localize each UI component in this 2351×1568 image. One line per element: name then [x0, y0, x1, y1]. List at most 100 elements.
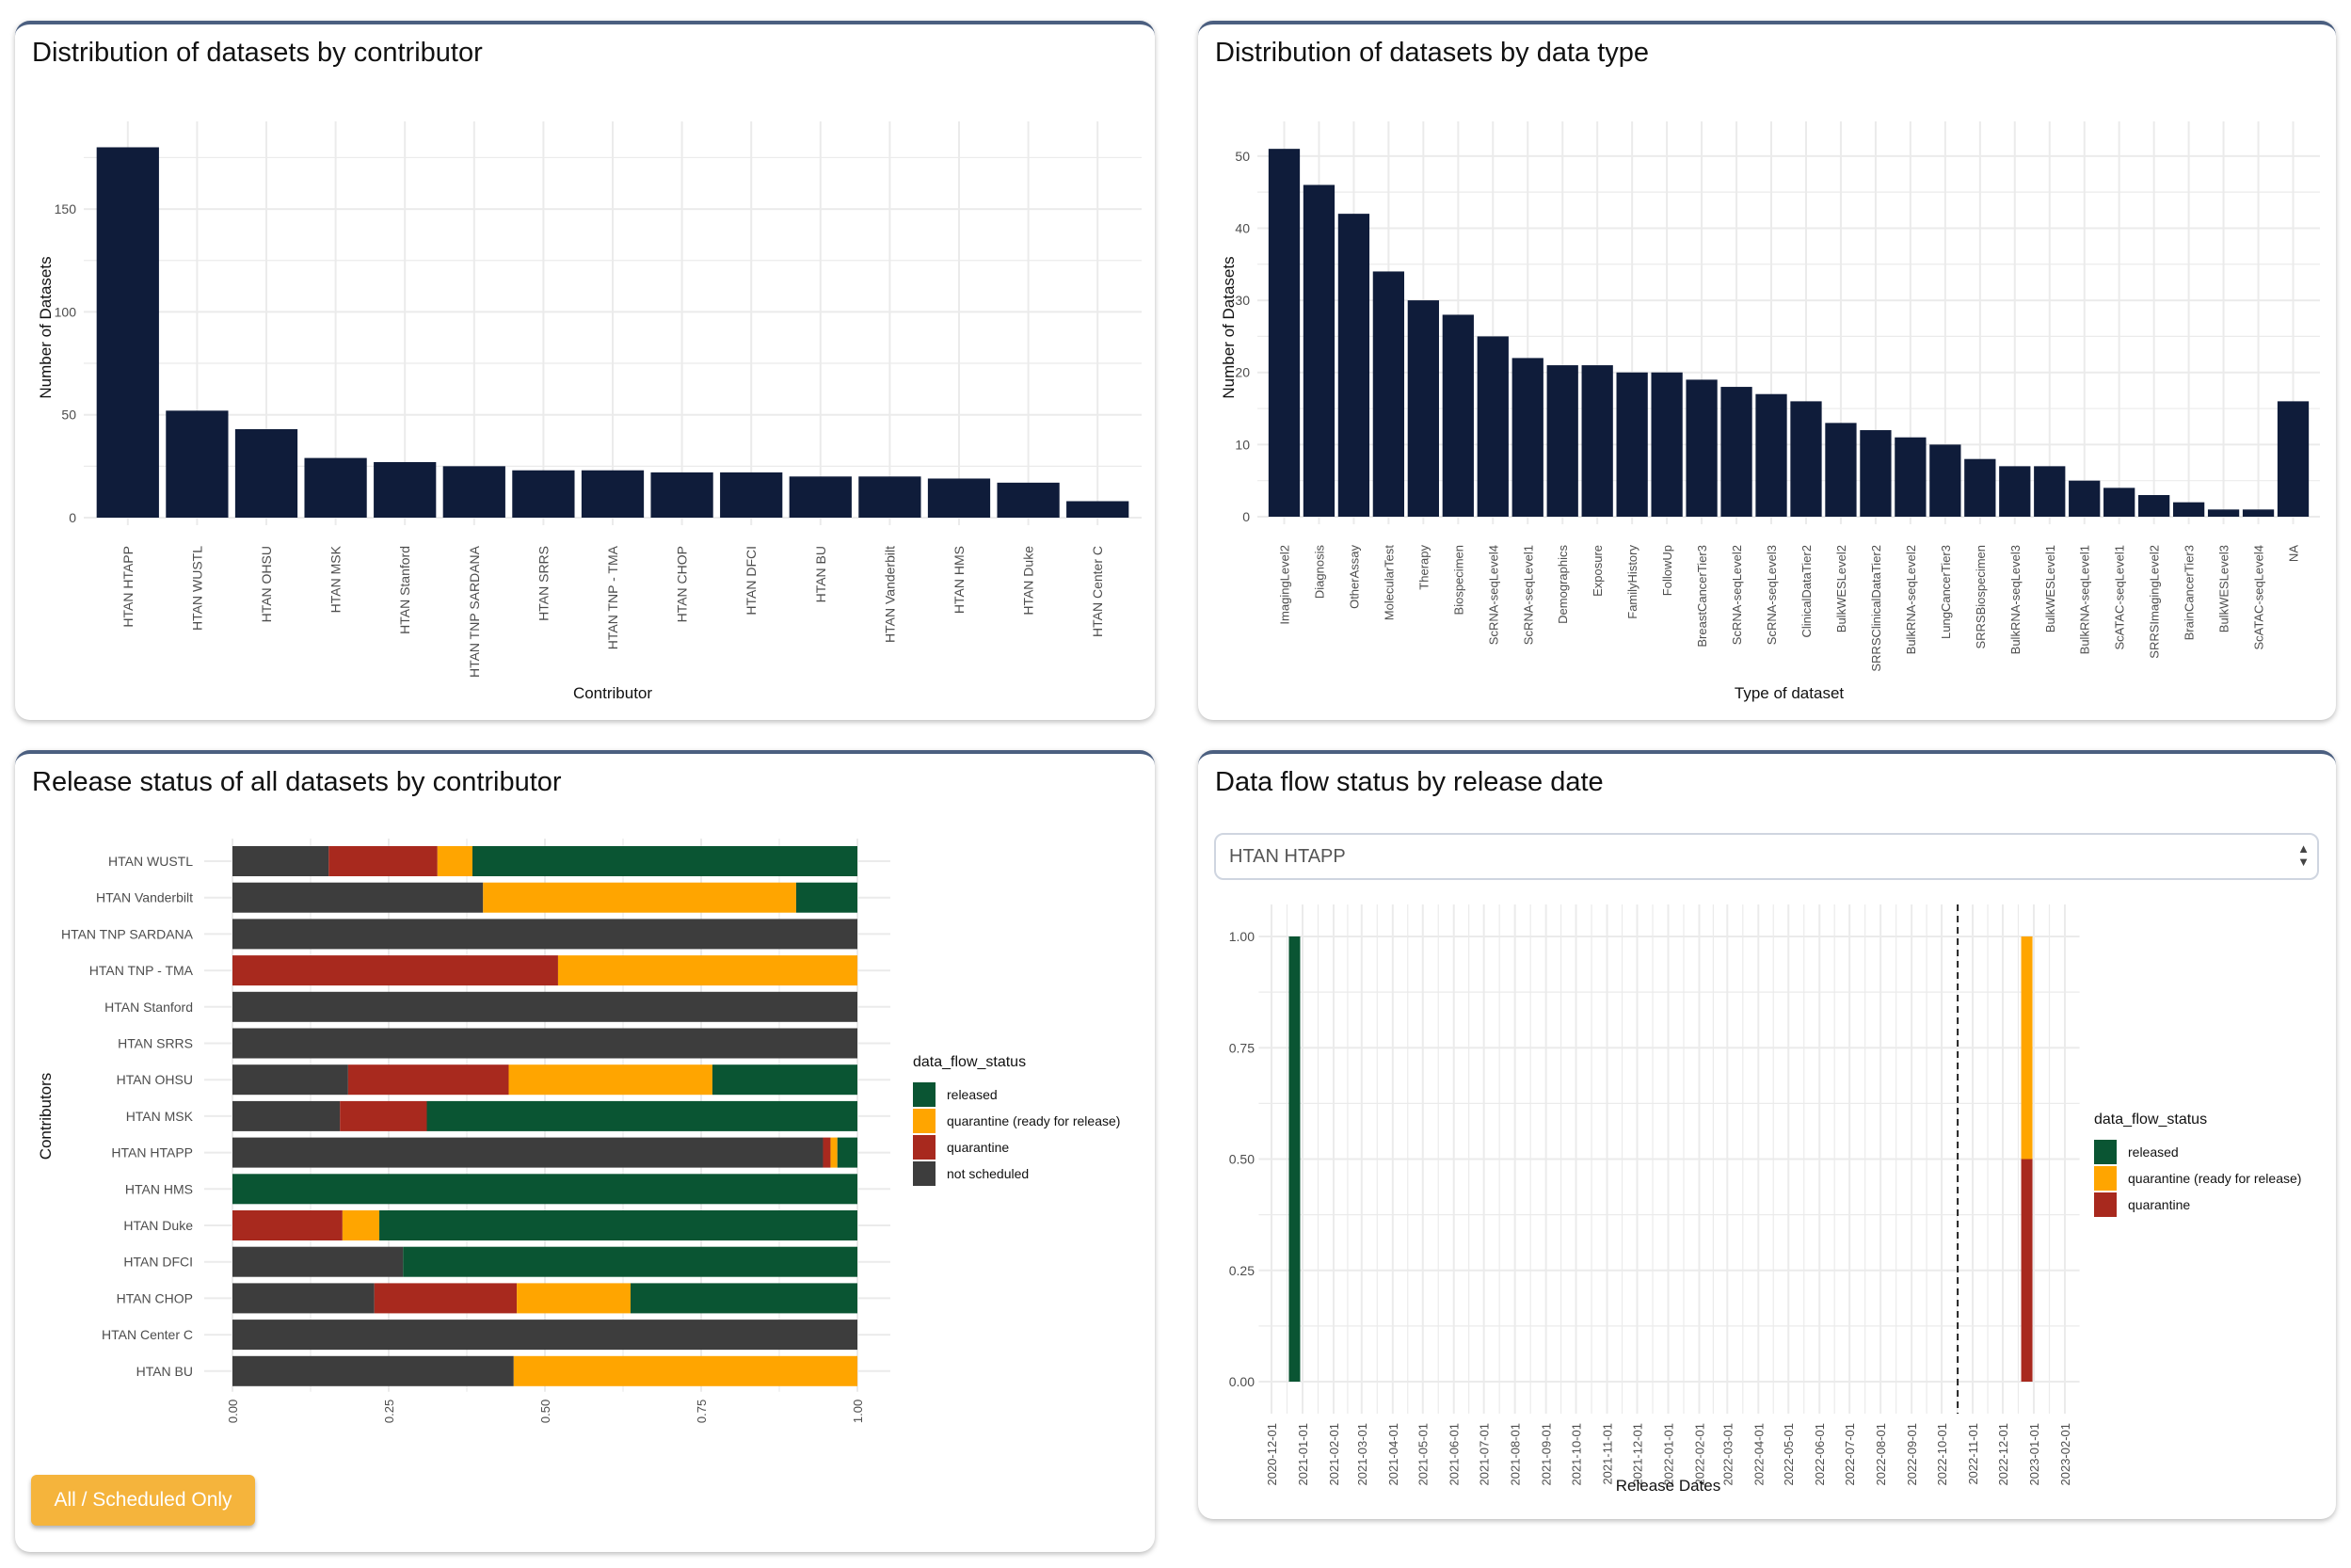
bar-clinicaldatatier2: [1790, 401, 1822, 517]
bar-segment-not-scheduled: [232, 919, 857, 950]
bar-srrsbiospecimen: [1964, 458, 1996, 517]
x-tick-label: 2022-03-01: [1720, 1423, 1735, 1486]
x-tick-label: ClinicalDataTier2: [1799, 545, 1814, 638]
bar-segment-quarantine-ready-for-release-: [517, 1283, 631, 1314]
bar-segment-not-scheduled: [232, 991, 857, 1022]
bar-htan-stanford: [374, 461, 437, 518]
y-tick-label: 0: [69, 510, 76, 525]
x-tick-label: 2022-09-01: [1905, 1423, 1919, 1486]
bar-segment-released: [1288, 936, 1301, 1382]
x-tick-label: MolecularTest: [1382, 545, 1396, 621]
bar-exposure: [1581, 365, 1613, 517]
bar-segment-released: [403, 1246, 857, 1277]
datatype-distribution-panel: 0 10 20 30 40 50 ImagingLevel2 Diagnosis OtherAs…: [1198, 21, 2336, 720]
y-tick-label: HTAN HTAPP: [111, 1145, 193, 1160]
panel-title: Release status of all datasets by contri…: [32, 767, 562, 797]
x-tick-label: 0.50: [538, 1400, 552, 1423]
panel-title: Data flow status by release date: [1215, 767, 1604, 797]
x-tick-label: ScRNA-seqLevel1: [1521, 545, 1535, 645]
x-tick-label: Exposure: [1591, 545, 1605, 597]
x-tick-label: BulkWESLevel3: [2217, 545, 2231, 632]
x-tick-label: FollowUp: [1660, 545, 1674, 596]
legend-title: data_flow_status: [2094, 1112, 2207, 1128]
bar-segment-released: [712, 1064, 857, 1096]
bar-segment-released: [795, 882, 857, 913]
bar-na: [2277, 401, 2310, 517]
y-tick-label: 50: [61, 408, 76, 423]
bar-htan-msk: [304, 457, 367, 518]
bar-segment-quarantine-ready-for-release-: [557, 955, 857, 986]
legend-swatch: [2094, 1140, 2117, 1164]
bar-segment-not-scheduled: [232, 1028, 857, 1059]
x-axis-title: Contributor: [573, 684, 652, 702]
bar-lungcancertier3: [1929, 444, 1961, 517]
contributor-distribution-panel: 0 50 100 150 HTAN HTAPP HTAN WUSTL HTAN OHSU HT…: [15, 21, 1155, 720]
bar-srrsclinicaldatatier2: [1860, 430, 1892, 517]
x-tick-label: HTAN OHSU: [259, 546, 274, 622]
bar-segment-quarantine-ready-for-release-: [342, 1210, 380, 1240]
y-tick-label: HTAN WUSTL: [108, 854, 193, 869]
bar-scrna-seqlevel4: [1477, 336, 1509, 517]
bar-segment-not-scheduled: [232, 1283, 375, 1314]
y-tick-label: HTAN DFCI: [123, 1255, 193, 1270]
y-tick-label: 10: [1235, 437, 1250, 452]
bar-htan-tnp-sardana: [442, 466, 505, 518]
x-tick-label: 2022-11-01: [1966, 1423, 1980, 1485]
bar-segment-not-scheduled: [232, 882, 484, 913]
y-tick-label: HTAN BU: [136, 1364, 193, 1379]
bar-htan-bu: [789, 476, 852, 518]
bar-htan-dfci: [720, 472, 783, 518]
x-tick-label: 2021-04-01: [1386, 1423, 1400, 1486]
bar-srrsimaginglevel2: [2138, 495, 2170, 517]
bar-segment-released: [837, 1137, 857, 1168]
bar-demographics: [1546, 365, 1578, 517]
x-tick-label: ScATAC-seqLevel4: [2252, 545, 2266, 650]
legend-label: quarantine: [2128, 1197, 2190, 1212]
legend-label: quarantine: [947, 1140, 1009, 1155]
bar-segment-quarantine-ready-for-release-: [830, 1137, 838, 1168]
contributor-select[interactable]: HTAN HTAPP ▲ ▼: [1214, 833, 2319, 880]
x-tick-label: 2021-05-01: [1416, 1423, 1431, 1486]
panel-title: Distribution of datasets by data type: [1215, 38, 1650, 68]
x-tick-label: 2022-07-01: [1843, 1423, 1857, 1486]
legend-swatch: [2094, 1192, 2117, 1217]
bar-segment-not-scheduled: [232, 1100, 341, 1131]
x-tick-label: OtherAssay: [1347, 545, 1361, 609]
x-tick-label: 2022-08-01: [1874, 1423, 1888, 1486]
legend-swatch: [913, 1135, 936, 1160]
bar-scrna-seqlevel2: [1720, 387, 1752, 517]
x-tick-label: 2022-10-01: [1935, 1423, 1949, 1486]
y-tick-label: HTAN OHSU: [117, 1072, 193, 1087]
contributor-bar-chart: 0 50 100 150 HTAN HTAPP HTAN WUSTL HTAN OHSU HT…: [37, 121, 1142, 702]
x-tick-label: ScRNA-seqLevel2: [1730, 545, 1744, 645]
x-tick-label: ScATAC-seqLevel1: [2113, 545, 2127, 650]
x-tick-label: BreastCancerTier3: [1695, 545, 1709, 648]
y-tick-label: 0.25: [1229, 1263, 1255, 1278]
x-tick-label: 2023-02-01: [2058, 1423, 2072, 1486]
bar-followup: [1651, 372, 1683, 517]
y-tick-label: HTAN Center C: [102, 1327, 193, 1342]
x-tick-label: 2021-08-01: [1509, 1423, 1523, 1486]
bar-otherassay: [1337, 214, 1370, 517]
x-tick-label: HTAN HMS: [952, 546, 967, 614]
up-down-arrows-icon: ▲ ▼: [2297, 841, 2310, 869]
bar-htan-srrs: [512, 470, 575, 518]
bar-htan-htapp: [96, 147, 159, 518]
x-tick-label: 0.25: [382, 1400, 396, 1423]
legend-swatch: [913, 1082, 936, 1107]
x-tick-label: 2023-01-01: [2027, 1423, 2041, 1486]
x-tick-label: 2022-06-01: [1813, 1423, 1827, 1486]
legend-swatch: [913, 1161, 936, 1186]
x-tick-label: 2022-02-01: [1692, 1423, 1706, 1486]
legend-label: released: [947, 1087, 998, 1102]
bar-segment-quarantine-ready-for-release-: [513, 1355, 857, 1386]
panel-title: Distribution of datasets by contributor: [32, 38, 483, 68]
bar-segment-released: [426, 1100, 857, 1131]
x-tick-label: Diagnosis: [1312, 545, 1326, 600]
x-axis-title: Type of dataset: [1735, 684, 1845, 702]
datatype-bar-chart: 0 10 20 30 40 50 ImagingLevel2 Diagnosis OtherAs…: [1220, 121, 2320, 702]
x-tick-label: 2021-01-01: [1296, 1423, 1310, 1486]
bar-segment-quarantine: [347, 1064, 509, 1096]
all-scheduled-toggle-button[interactable]: All / Scheduled Only: [31, 1475, 255, 1526]
bar-segment-quarantine-ready-for-release-: [437, 846, 472, 876]
